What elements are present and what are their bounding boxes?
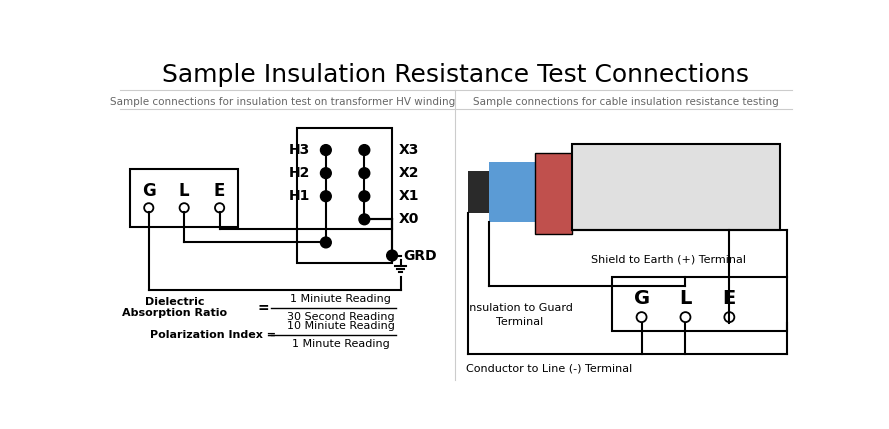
Circle shape: [680, 312, 691, 322]
Text: 10 Miniute Reading: 10 Miniute Reading: [286, 321, 395, 331]
Text: X3: X3: [398, 143, 419, 157]
Text: Insulation to Guard
Terminal: Insulation to Guard Terminal: [467, 303, 573, 327]
Circle shape: [215, 203, 224, 212]
Text: H2: H2: [289, 166, 310, 180]
Circle shape: [144, 203, 154, 212]
Text: Polarization Index =: Polarization Index =: [150, 330, 276, 340]
Bar: [573, 144, 781, 230]
Circle shape: [320, 168, 332, 178]
Text: L: L: [179, 182, 189, 200]
Text: =: =: [258, 301, 269, 315]
Text: E: E: [723, 289, 736, 308]
Text: H3: H3: [289, 143, 310, 157]
Text: 30 Second Reading: 30 Second Reading: [286, 312, 395, 322]
Text: Dielectric: Dielectric: [145, 297, 204, 307]
Text: Sample connections for cable insulation resistance testing: Sample connections for cable insulation …: [473, 97, 779, 106]
Text: Sample connections for insulation test on transformer HV winding: Sample connections for insulation test o…: [110, 97, 455, 106]
Circle shape: [637, 312, 646, 322]
Text: X2: X2: [398, 166, 419, 180]
Text: Sample Insulation Resistance Test Connections: Sample Insulation Resistance Test Connec…: [162, 63, 749, 87]
Bar: [468, 171, 489, 213]
Text: GRD: GRD: [403, 248, 436, 263]
Text: Shield to Earth (+) Terminal: Shield to Earth (+) Terminal: [591, 254, 746, 264]
Bar: [131, 169, 238, 227]
Bar: [613, 277, 787, 331]
Text: G: G: [142, 182, 156, 200]
Circle shape: [320, 191, 332, 202]
Text: L: L: [679, 289, 692, 308]
Text: H1: H1: [289, 189, 310, 203]
Circle shape: [725, 312, 734, 322]
Circle shape: [359, 214, 370, 225]
Text: Conductor to Line (-) Terminal: Conductor to Line (-) Terminal: [466, 364, 632, 374]
Bar: [297, 128, 392, 263]
Circle shape: [180, 203, 188, 212]
Bar: [468, 171, 489, 213]
Text: 1 Miniute Reading: 1 Miniute Reading: [290, 293, 391, 304]
Circle shape: [359, 145, 370, 155]
Text: 1 Minute Reading: 1 Minute Reading: [292, 339, 389, 349]
Text: Absorption Ratio: Absorption Ratio: [123, 308, 228, 318]
Circle shape: [359, 168, 370, 178]
Text: G: G: [634, 289, 650, 308]
Text: E: E: [214, 182, 225, 200]
Circle shape: [320, 145, 332, 155]
Bar: [535, 153, 573, 234]
Circle shape: [320, 237, 332, 248]
Circle shape: [359, 191, 370, 202]
Text: X0: X0: [398, 212, 419, 227]
Text: X1: X1: [398, 189, 419, 203]
Bar: [489, 162, 535, 222]
Circle shape: [387, 250, 397, 261]
